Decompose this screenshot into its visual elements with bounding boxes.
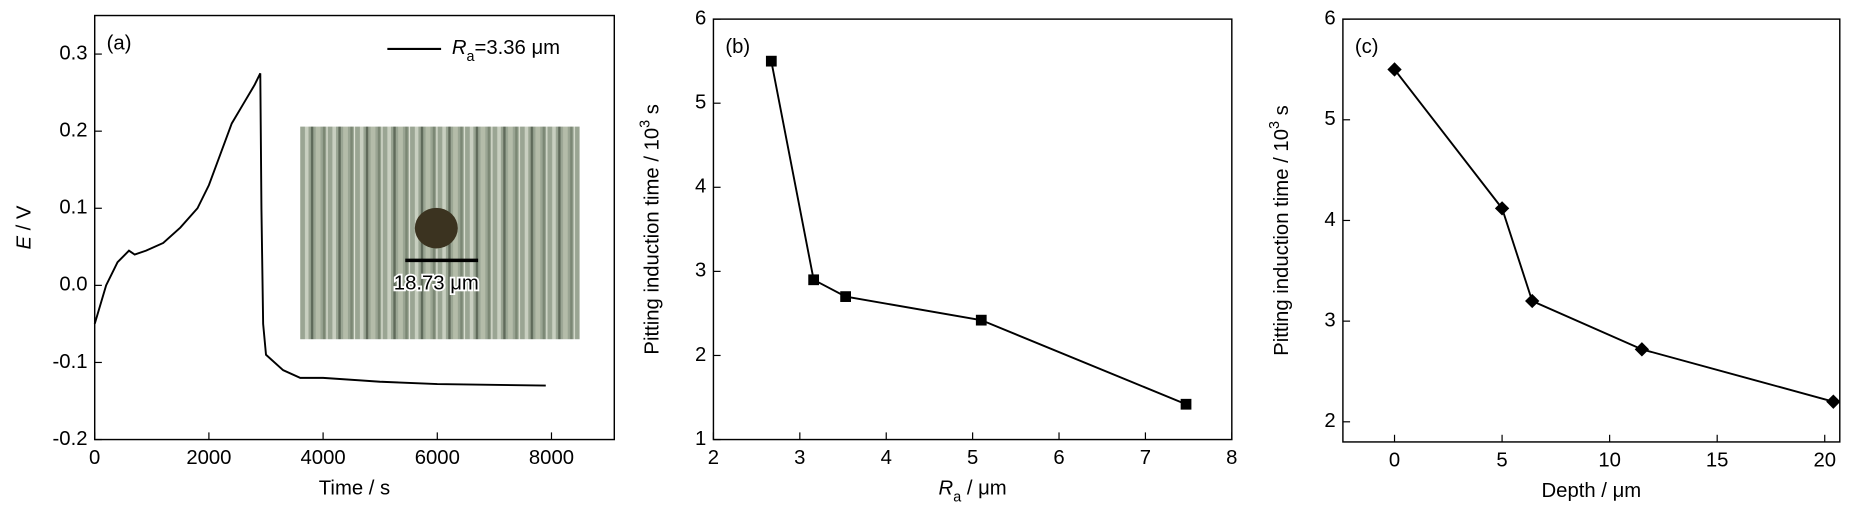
x-tick-label: 3: [794, 447, 805, 469]
pit: [414, 207, 458, 249]
y-tick-label: 4: [695, 176, 706, 198]
y-axis-label: Pitting induction time / 103 s: [637, 104, 664, 355]
legend-label: Ra=3.36 μm: [452, 37, 560, 64]
x-axis-label-part: / μm: [961, 478, 1007, 500]
y-tick-label: 3: [695, 260, 706, 282]
marker: [1634, 342, 1650, 357]
y-tick-label: 5: [695, 92, 706, 114]
legend-label-part: R: [452, 37, 467, 59]
y-tick-label: 6: [695, 7, 706, 29]
x-tick-label: 6: [1053, 447, 1064, 469]
y-tick-label: -0.2: [53, 428, 88, 450]
y-tick-label: 1: [695, 428, 706, 450]
x-tick-label: 6000: [415, 447, 460, 469]
x-tick-label: 15: [1706, 449, 1729, 471]
x-axis-label-part: a: [953, 490, 961, 506]
marker: [1387, 62, 1402, 77]
x-tick-label: 8000: [529, 447, 574, 469]
y-axis-label: Pitting induction time / 103 s: [1267, 105, 1294, 356]
series-line: [1393, 68, 1834, 403]
x-axis-label-part: R: [939, 478, 954, 500]
inset-photo: [300, 126, 580, 340]
x-axis-label: Depth / μm: [1542, 480, 1642, 502]
marker: [808, 274, 820, 286]
y-axis-label-part: Pitting induction time / 10: [642, 128, 664, 355]
x-axis-label-part: Depth / μm: [1542, 480, 1642, 502]
y-axis-label: E / V: [14, 205, 36, 249]
marker: [840, 291, 851, 302]
y-tick-label: 0.0: [59, 274, 87, 296]
y-tick-label: 0.3: [59, 42, 87, 64]
y-tick-label: 2: [1324, 410, 1335, 432]
x-axis-label: Ra / μm: [939, 478, 1007, 505]
plot-frame: [1342, 18, 1841, 443]
marker: [765, 55, 777, 67]
x-tick-label: 0: [1389, 449, 1400, 471]
y-tick-label: 5: [1324, 108, 1335, 130]
y-axis-label-part: E: [14, 236, 36, 250]
marker: [1494, 201, 1510, 216]
y-axis-label-part: / V: [14, 205, 36, 236]
y-tick-label: 4: [1324, 209, 1335, 231]
inset-label: 18.73 μm: [394, 273, 479, 295]
legend-label-part: a: [467, 49, 475, 65]
y-axis-label-part: s: [642, 104, 664, 120]
x-tick-label: 7: [1140, 447, 1151, 469]
marker: [1826, 394, 1841, 409]
marker: [1525, 293, 1540, 309]
x-tick-label: 0: [89, 447, 100, 469]
x-tick-label: 2: [708, 447, 719, 469]
y-tick-label: 0.1: [59, 197, 87, 219]
x-tick-label: 5: [967, 447, 978, 469]
y-tick-label: -0.1: [53, 351, 88, 373]
y-axis-label-part: Pitting induction time / 10: [1272, 129, 1294, 356]
plot-frame: [712, 18, 1233, 441]
panel-label: (b): [725, 36, 750, 58]
y-axis-label-part: 3: [637, 120, 653, 128]
panel-label: (c): [1355, 36, 1379, 58]
x-axis-label: Time / s: [319, 478, 390, 500]
x-tick-label: 8: [1226, 447, 1237, 469]
x-tick-label: 4000: [301, 447, 346, 469]
marker: [1180, 398, 1192, 410]
y-tick-label: 3: [1324, 309, 1335, 331]
axes: [712, 18, 1233, 441]
legend-label-part: =3.36 μm: [474, 37, 560, 59]
series-line: [93, 72, 546, 387]
axes: [1342, 18, 1826, 442]
x-tick-label: 10: [1598, 449, 1621, 471]
x-tick-label: 20: [1813, 449, 1836, 471]
y-tick-label: 2: [695, 344, 706, 366]
marker: [975, 314, 987, 326]
series-line: [770, 60, 1187, 406]
y-axis-label-part: s: [1272, 105, 1294, 121]
y-tick-label: 0.2: [59, 120, 87, 142]
x-tick-label: 5: [1496, 449, 1507, 471]
panel-label: (a): [107, 33, 132, 55]
x-tick-label: 2000: [186, 447, 231, 469]
y-axis-label-part: 3: [1267, 121, 1283, 129]
x-axis-label-part: Time / s: [319, 478, 390, 500]
y-tick-label: 6: [1324, 7, 1335, 29]
plot-frame: [93, 14, 616, 441]
x-tick-label: 4: [881, 447, 892, 469]
